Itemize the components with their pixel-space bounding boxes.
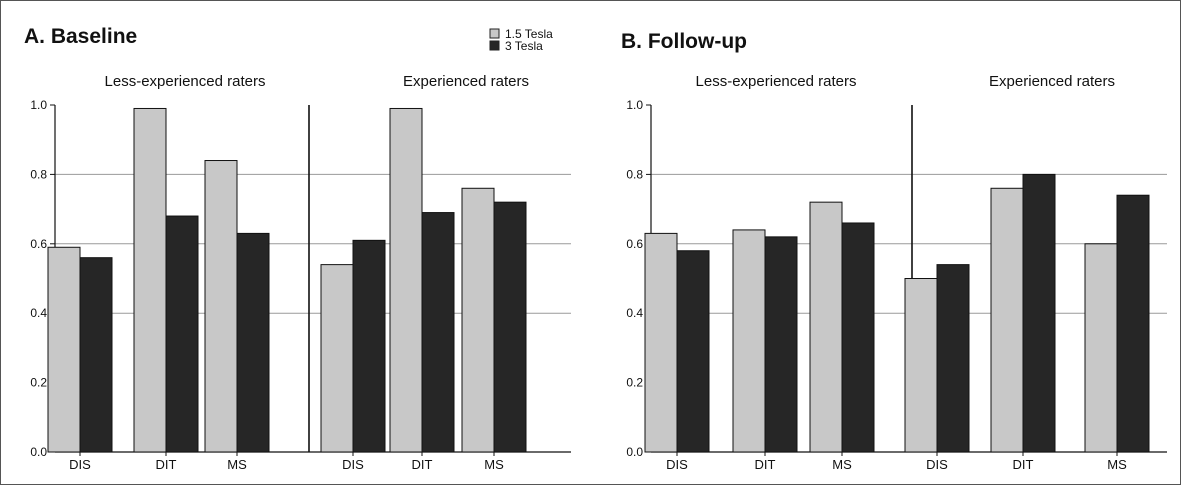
panel-b-bar-1-5-tesla — [809, 201, 843, 453]
panel-a-bar-1-5-tesla — [389, 107, 423, 453]
panel-a-category-label: DIT — [412, 457, 433, 472]
panel-a-category-label: MS — [484, 457, 504, 472]
panel-b-category-label: MS — [1107, 457, 1127, 472]
panel-a-bar-1-5-tesla — [204, 160, 238, 453]
panel-a-plot: 0.0 0.2 0.4 0.6 0.8 1.0 DIS DIT MS DIS DIT MS — [30, 98, 571, 472]
legend-label-1-5-tesla: 1.5 Tesla — [505, 27, 553, 41]
panel-b-bar-3-tesla — [936, 264, 970, 453]
panel-a-title: A. Baseline — [24, 25, 137, 48]
panel-a-bar-3-tesla — [165, 215, 199, 453]
panel-b-y-tick-label: 0.6 — [626, 237, 643, 251]
legend-swatch-1-5-tesla — [489, 28, 500, 39]
panel-a-y-tick-label: 0.2 — [30, 376, 47, 390]
panel-b-plot: 0.0 0.2 0.4 0.6 0.8 1.0 DIS DIT MS DIS DIT MS — [626, 98, 1167, 472]
panel-a-bar-3-tesla — [493, 201, 527, 453]
panel-b-group-label-experienced: Experienced raters — [989, 73, 1115, 90]
panel-b-category-label: DIS — [666, 457, 688, 472]
panel-a-bar-3-tesla — [79, 257, 113, 453]
panel-b-y-tick-label: 0.0 — [626, 445, 643, 459]
legend-swatch-3-tesla — [489, 40, 500, 51]
panel-b-bar-3-tesla — [764, 236, 798, 453]
panel-b-bar-3-tesla — [841, 222, 875, 453]
panel-b-y-tick-label: 1.0 — [626, 98, 643, 112]
panel-a-bar-3-tesla — [352, 239, 386, 453]
panel-a-category-label: DIS — [342, 457, 364, 472]
panel-a-bar-1-5-tesla — [320, 264, 354, 453]
panel-a-bar-1-5-tesla — [461, 187, 495, 453]
panel-a-category-label: DIT — [156, 457, 177, 472]
panel-b-bar-1-5-tesla — [1084, 243, 1118, 453]
panel-a-group-label-less: Less-experienced raters — [105, 73, 266, 90]
panel-b-category-label: DIT — [1013, 457, 1034, 472]
panel-b-bar-3-tesla — [1022, 173, 1056, 453]
panel-b-category-label: DIT — [755, 457, 776, 472]
panel-b-group-label-less: Less-experienced raters — [696, 73, 857, 90]
panel-a-category-label: MS — [227, 457, 247, 472]
panel-a-group-label-experienced: Experienced raters — [403, 73, 529, 90]
panel-b-title: B. Follow-up — [621, 30, 747, 53]
panel-b-bar-1-5-tesla — [904, 278, 938, 453]
panel-b-bar-3-tesla — [1116, 194, 1150, 453]
panel-a-bar-1-5-tesla — [47, 246, 81, 453]
panel-b-category-label: MS — [832, 457, 852, 472]
panel-a-y-tick-label: 0.6 — [30, 237, 47, 251]
panel-b-bar-1-5-tesla — [990, 187, 1024, 453]
panel-b-y-tick-label: 0.2 — [626, 376, 643, 390]
panel-a-y-tick-label: 0.8 — [30, 167, 47, 181]
panel-b-bar-1-5-tesla — [732, 229, 766, 453]
panel-a-bar-3-tesla — [236, 232, 270, 453]
panel-b-y-tick-label: 0.8 — [626, 167, 643, 181]
panel-a-y-tick-label: 1.0 — [30, 98, 47, 112]
panel-a-y-tick-label: 0.0 — [30, 445, 47, 459]
panel-a-bar-3-tesla — [421, 212, 455, 453]
legend-label-3-tesla: 3 Tesla — [505, 39, 543, 53]
panel-a-y-tick-label: 0.4 — [30, 306, 47, 320]
panel-b-category-label: DIS — [926, 457, 948, 472]
panel-a-category-label: DIS — [69, 457, 91, 472]
panel-b-y-tick-label: 0.4 — [626, 306, 643, 320]
panel-b-bar-1-5-tesla — [644, 232, 678, 453]
panel-b-bar-3-tesla — [676, 250, 710, 453]
panel-a-bar-1-5-tesla — [133, 107, 167, 453]
